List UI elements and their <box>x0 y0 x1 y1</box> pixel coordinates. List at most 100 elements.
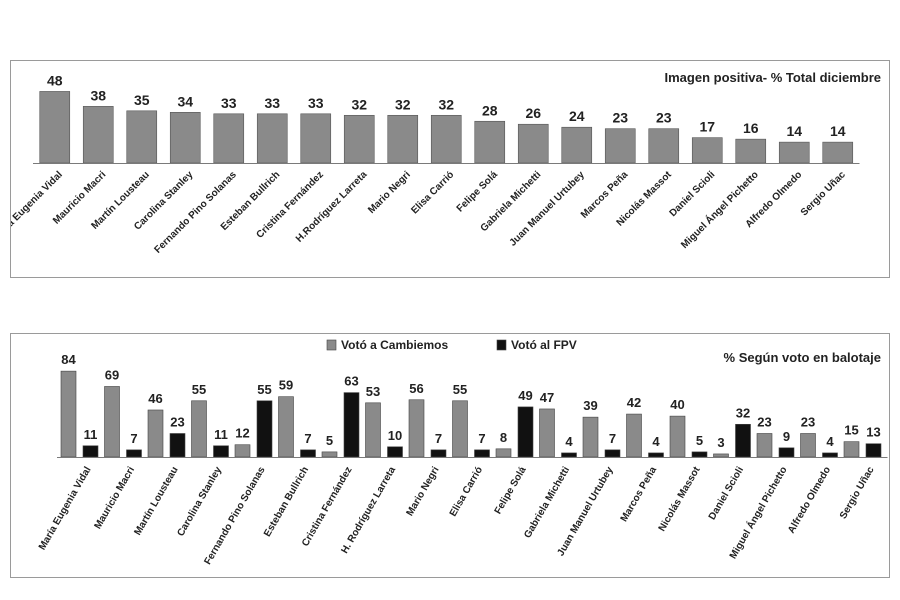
chart-imagen-positiva: Imagen positiva- % Total diciembre 48 Marí… <box>11 70 881 256</box>
data-label-voto-al-fpv-cristina-fernandez: 63 <box>344 374 358 389</box>
tick-label-mario-negri: Mario Negri <box>366 169 413 216</box>
data-label-voto-al-fpv-h-rodriguez-larreta: 10 <box>388 428 402 443</box>
bar-voto-al-fpv-daniel-scioli <box>735 423 751 458</box>
bar-voto-a-cambiemos-martin-lousteau <box>147 409 164 458</box>
tick-label-juan-manuel-urtubey: Juan Manuel Urtubey <box>508 169 588 249</box>
bar-voto-a-cambiemos-maria-eugenia-vidal <box>60 370 77 458</box>
data-label-voto-a-cambiemos-martin-lousteau: 46 <box>148 391 162 406</box>
data-label-voto-a-cambiemos-marcos-pena: 42 <box>627 395 641 410</box>
bar-voto-al-fpv-elisa-carrio <box>474 449 490 458</box>
bar-marcos-pena <box>604 128 636 164</box>
tick-label-maria-eugenia-vidal: María Eugenia Vidal <box>37 465 94 552</box>
bar-voto-al-fpv-sergio-unac <box>865 443 882 458</box>
tick-label-miguel-angel-pichetto: Miguel Ángel Pichetto <box>678 168 761 251</box>
data-label-voto-a-cambiemos-carolina-stanley: 55 <box>192 382 206 397</box>
data-label-miguel-angel-pichetto: 16 <box>743 120 759 136</box>
bar-voto-a-cambiemos-elisa-carrio <box>452 400 468 458</box>
data-label-mario-negri: 32 <box>395 96 411 112</box>
data-label-voto-al-fpv-sergio-unac: 13 <box>866 425 880 440</box>
data-label-voto-al-fpv-martin-lousteau: 23 <box>170 414 184 429</box>
data-label-felipe-sola: 28 <box>482 102 498 118</box>
bar-maria-eugenia-vidal <box>39 91 71 164</box>
bar-h-rodriguez-larreta <box>343 114 375 164</box>
bar-voto-a-cambiemos-sergio-unac <box>843 441 860 458</box>
data-label-mauricio-macri: 38 <box>90 87 106 103</box>
bar-voto-al-fpv-felipe-sola <box>517 406 534 458</box>
bar-miguel-angel-pichetto <box>735 138 767 164</box>
tick-label-elisa-carrio: Elisa Carrió <box>409 169 456 216</box>
data-label-voto-al-fpv-nicolas-massot: 5 <box>696 433 703 448</box>
data-label-alfredo-olmedo: 14 <box>786 123 802 139</box>
bar-mauricio-macri <box>82 106 114 164</box>
data-label-voto-a-cambiemos-esteban-bullrich: 59 <box>279 378 293 393</box>
data-label-marcos-pena: 23 <box>612 110 628 126</box>
bar-fernando-pino-solanas <box>213 113 245 164</box>
bar-felipe-sola <box>474 120 506 164</box>
legend-label-voto-a-cambiemos: Votó a Cambiemos <box>341 338 448 352</box>
bar-voto-a-cambiemos-gabriela-michetti <box>539 408 555 458</box>
bar-voto-al-fpv-mauricio-macri <box>126 449 142 458</box>
data-label-voto-a-cambiemos-felipe-sola: 8 <box>500 430 507 445</box>
data-label-voto-a-cambiemos-mario-negri: 56 <box>409 381 423 396</box>
data-label-cristina-fernandez: 33 <box>308 95 324 111</box>
bar-voto-a-cambiemos-mario-negri <box>408 399 425 458</box>
tick-label-fernando-pino-solanas: Fernando Pino Solanas <box>153 169 240 256</box>
data-label-voto-a-cambiemos-alfredo-olmedo: 23 <box>801 414 815 429</box>
data-label-voto-a-cambiemos-sergio-unac: 15 <box>844 423 858 438</box>
bar-voto-a-cambiemos-carolina-stanley <box>191 400 207 458</box>
bar-elisa-carrio <box>430 114 462 164</box>
bar-voto-al-fpv-mario-negri <box>430 449 447 458</box>
legend-label-voto-al-fpv: Votó al FPV <box>511 338 577 352</box>
tick-label-nicolas-massot: Nicolás Massot <box>657 464 703 533</box>
chart-title: % Según voto en balotaje <box>724 350 881 365</box>
data-label-voto-al-fpv-carolina-stanley: 11 <box>214 427 228 442</box>
bar-voto-al-fpv-alfredo-olmedo <box>822 452 838 458</box>
bar-voto-a-cambiemos-marcos-pena <box>626 413 642 458</box>
data-label-voto-al-fpv-maria-eugenia-vidal: 11 <box>84 427 98 442</box>
legend-swatch-voto-a-cambiemos <box>326 339 337 351</box>
bar-juan-manuel-urtubey <box>561 126 593 164</box>
bar-esteban-bullrich <box>256 113 288 164</box>
data-label-sergio-unac: 14 <box>830 123 846 139</box>
bar-voto-al-fpv-cristina-fernandez <box>343 392 360 458</box>
data-label-voto-al-fpv-marcos-pena: 4 <box>652 434 660 449</box>
bar-voto-a-cambiemos-nicolas-massot <box>669 415 686 458</box>
tick-label-elisa-carrio: Elisa Carrió <box>448 465 485 519</box>
tick-label-maria-eugenia-vidal: María Eugenia Vidal <box>11 169 65 244</box>
bar-voto-a-cambiemos-fernando-pino-solanas <box>234 444 251 458</box>
bar-voto-al-fpv-miguel-angel-pichetto <box>778 447 795 458</box>
data-label-voto-al-fpv-fernando-pino-solanas: 55 <box>257 382 271 397</box>
bar-nicolas-massot <box>648 128 680 164</box>
data-label-voto-al-fpv-elisa-carrio: 7 <box>478 431 485 446</box>
tick-label-felipe-sola: Felipe Solá <box>455 169 500 214</box>
tick-label-martin-lousteau: Martín Lousteau <box>132 465 180 537</box>
data-label-voto-al-fpv-esteban-bullrich: 7 <box>304 431 311 446</box>
tick-label-esteban-bullrich: Esteban Bullrich <box>262 465 311 539</box>
data-label-voto-al-fpv-alfredo-olmedo: 4 <box>826 434 834 449</box>
bar-alfredo-olmedo <box>778 141 810 164</box>
data-label-voto-al-fpv-mario-negri: 7 <box>435 431 442 446</box>
data-label-h-rodriguez-larreta: 32 <box>351 96 367 112</box>
tick-label-h-rodriguez-larreta: H.Rodríguez Larreta <box>294 169 370 245</box>
data-label-nicolas-massot: 23 <box>656 110 672 126</box>
data-label-daniel-scioli: 17 <box>699 119 715 135</box>
data-label-voto-al-fpv-daniel-scioli: 32 <box>736 405 750 420</box>
tick-label-sergio-unac: Sergio Uñac <box>838 465 877 521</box>
bar-mario-negri <box>387 114 419 164</box>
bar-gabriela-michetti <box>517 123 549 164</box>
data-label-voto-a-cambiemos-nicolas-massot: 40 <box>670 397 684 412</box>
bar-voto-al-fpv-marcos-pena <box>648 452 664 458</box>
bar-voto-a-cambiemos-mauricio-macri <box>104 386 120 458</box>
tick-label-gabriela-michetti: Gabriela Michetti <box>522 465 572 540</box>
bar-voto-a-cambiemos-esteban-bullrich <box>278 396 294 458</box>
data-label-voto-a-cambiemos-maria-eugenia-vidal: 84 <box>61 352 76 367</box>
bar-voto-al-fpv-juan-manuel-urtubey <box>604 449 621 458</box>
bar-voto-al-fpv-maria-eugenia-vidal <box>82 445 99 458</box>
data-label-juan-manuel-urtubey: 24 <box>569 108 585 124</box>
data-label-gabriela-michetti: 26 <box>525 105 541 121</box>
data-label-voto-al-fpv-gabriela-michetti: 4 <box>565 434 573 449</box>
bar-voto-a-cambiemos-felipe-sola <box>495 448 512 458</box>
chart-voto-balotaje: % Según voto en balotaje Votó a Cambiemos… <box>37 338 888 567</box>
tick-label-sergio-unac: Sergio Uñac <box>799 169 848 218</box>
tick-label-marcos-pena: Marcos Peña <box>619 465 660 524</box>
